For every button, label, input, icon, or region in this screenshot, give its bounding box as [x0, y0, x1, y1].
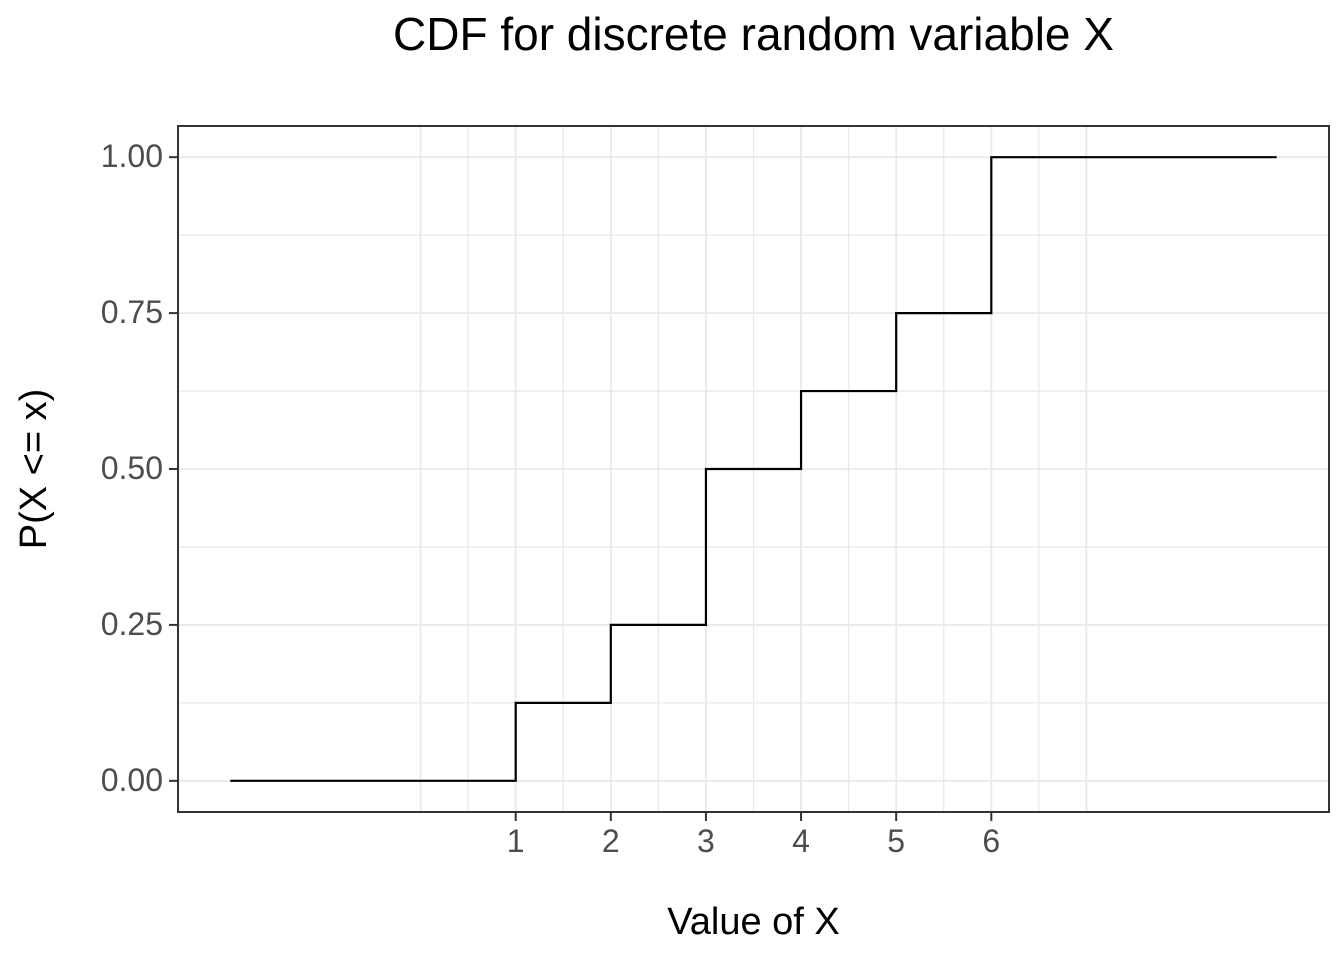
x-tick-label: 2	[601, 823, 620, 859]
cdf-step-line	[230, 156, 1277, 782]
x-tick-label: 3	[697, 823, 715, 859]
y-tick-label: 1.00	[100, 138, 163, 175]
chart-title: CDF for discrete random variable X	[393, 8, 1114, 60]
x-tick-label: 5	[887, 823, 906, 859]
x-tick-label: 6	[982, 823, 1001, 859]
x-axis-label: Value of X	[667, 901, 840, 943]
x-tick-label: 4	[792, 823, 810, 859]
y-tick-label: 0.50	[100, 450, 163, 486]
y-axis-label: P(X <= x)	[13, 388, 55, 550]
x-tick-label: 1	[506, 823, 525, 859]
y-tick-label: 0.75	[100, 294, 163, 331]
y-tick-label: 0.25	[100, 605, 163, 642]
y-tick-label: 0.00	[100, 761, 163, 798]
